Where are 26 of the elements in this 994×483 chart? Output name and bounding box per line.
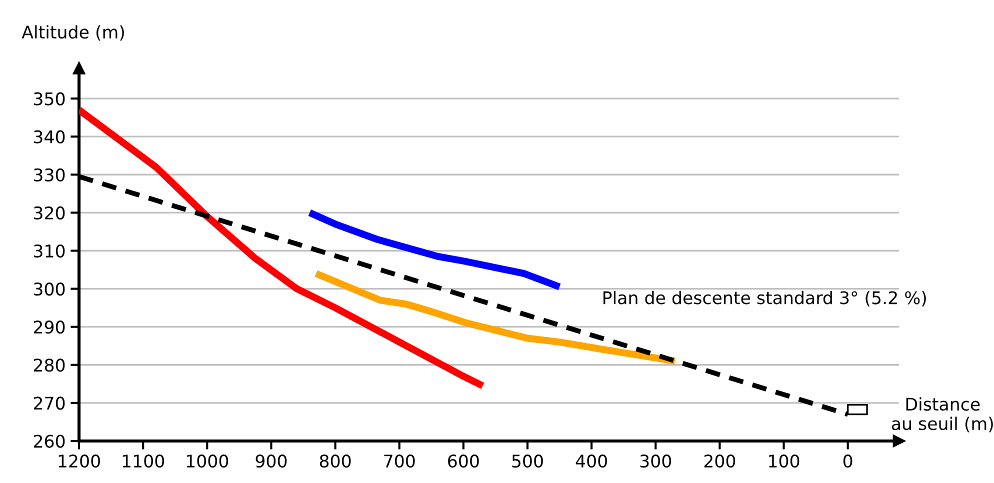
x-axis-title: Distance au seuil (m) bbox=[892, 397, 993, 432]
x-tick-label: 500 bbox=[512, 454, 543, 468]
x-tick-label: 0 bbox=[843, 454, 852, 468]
y-tick-label: 340 bbox=[34, 130, 65, 144]
x-tick-label: 800 bbox=[320, 454, 351, 468]
x-tick-label: 100 bbox=[769, 454, 800, 468]
y-tick-label: 350 bbox=[34, 92, 65, 106]
y-tick-label: 300 bbox=[34, 282, 65, 296]
y-tick-label: 330 bbox=[34, 168, 65, 182]
series-label: Plan de descente standard 3° (5.2 %) bbox=[604, 290, 926, 306]
y-tick-label: 320 bbox=[34, 206, 65, 220]
x-tick-label: 700 bbox=[384, 454, 415, 468]
x-tick-label: 1100 bbox=[122, 454, 164, 468]
x-tick-label: 900 bbox=[256, 454, 287, 468]
x-tick-label: 1000 bbox=[186, 454, 228, 468]
x-tick-label: 400 bbox=[576, 454, 607, 468]
x-tick-label: 600 bbox=[448, 454, 479, 468]
x-tick-label: 200 bbox=[704, 454, 736, 468]
y-tick-label: 260 bbox=[34, 434, 65, 448]
y-tick-label: 280 bbox=[34, 358, 65, 372]
x-tick-label: 1200 bbox=[58, 454, 100, 468]
y-tick-label: 290 bbox=[34, 320, 65, 334]
y-tick-label: 270 bbox=[34, 396, 65, 410]
y-tick-label: 310 bbox=[34, 244, 65, 258]
y-axis-title: Altitude (m) bbox=[22, 25, 124, 41]
x-tick-label: 300 bbox=[640, 454, 672, 468]
